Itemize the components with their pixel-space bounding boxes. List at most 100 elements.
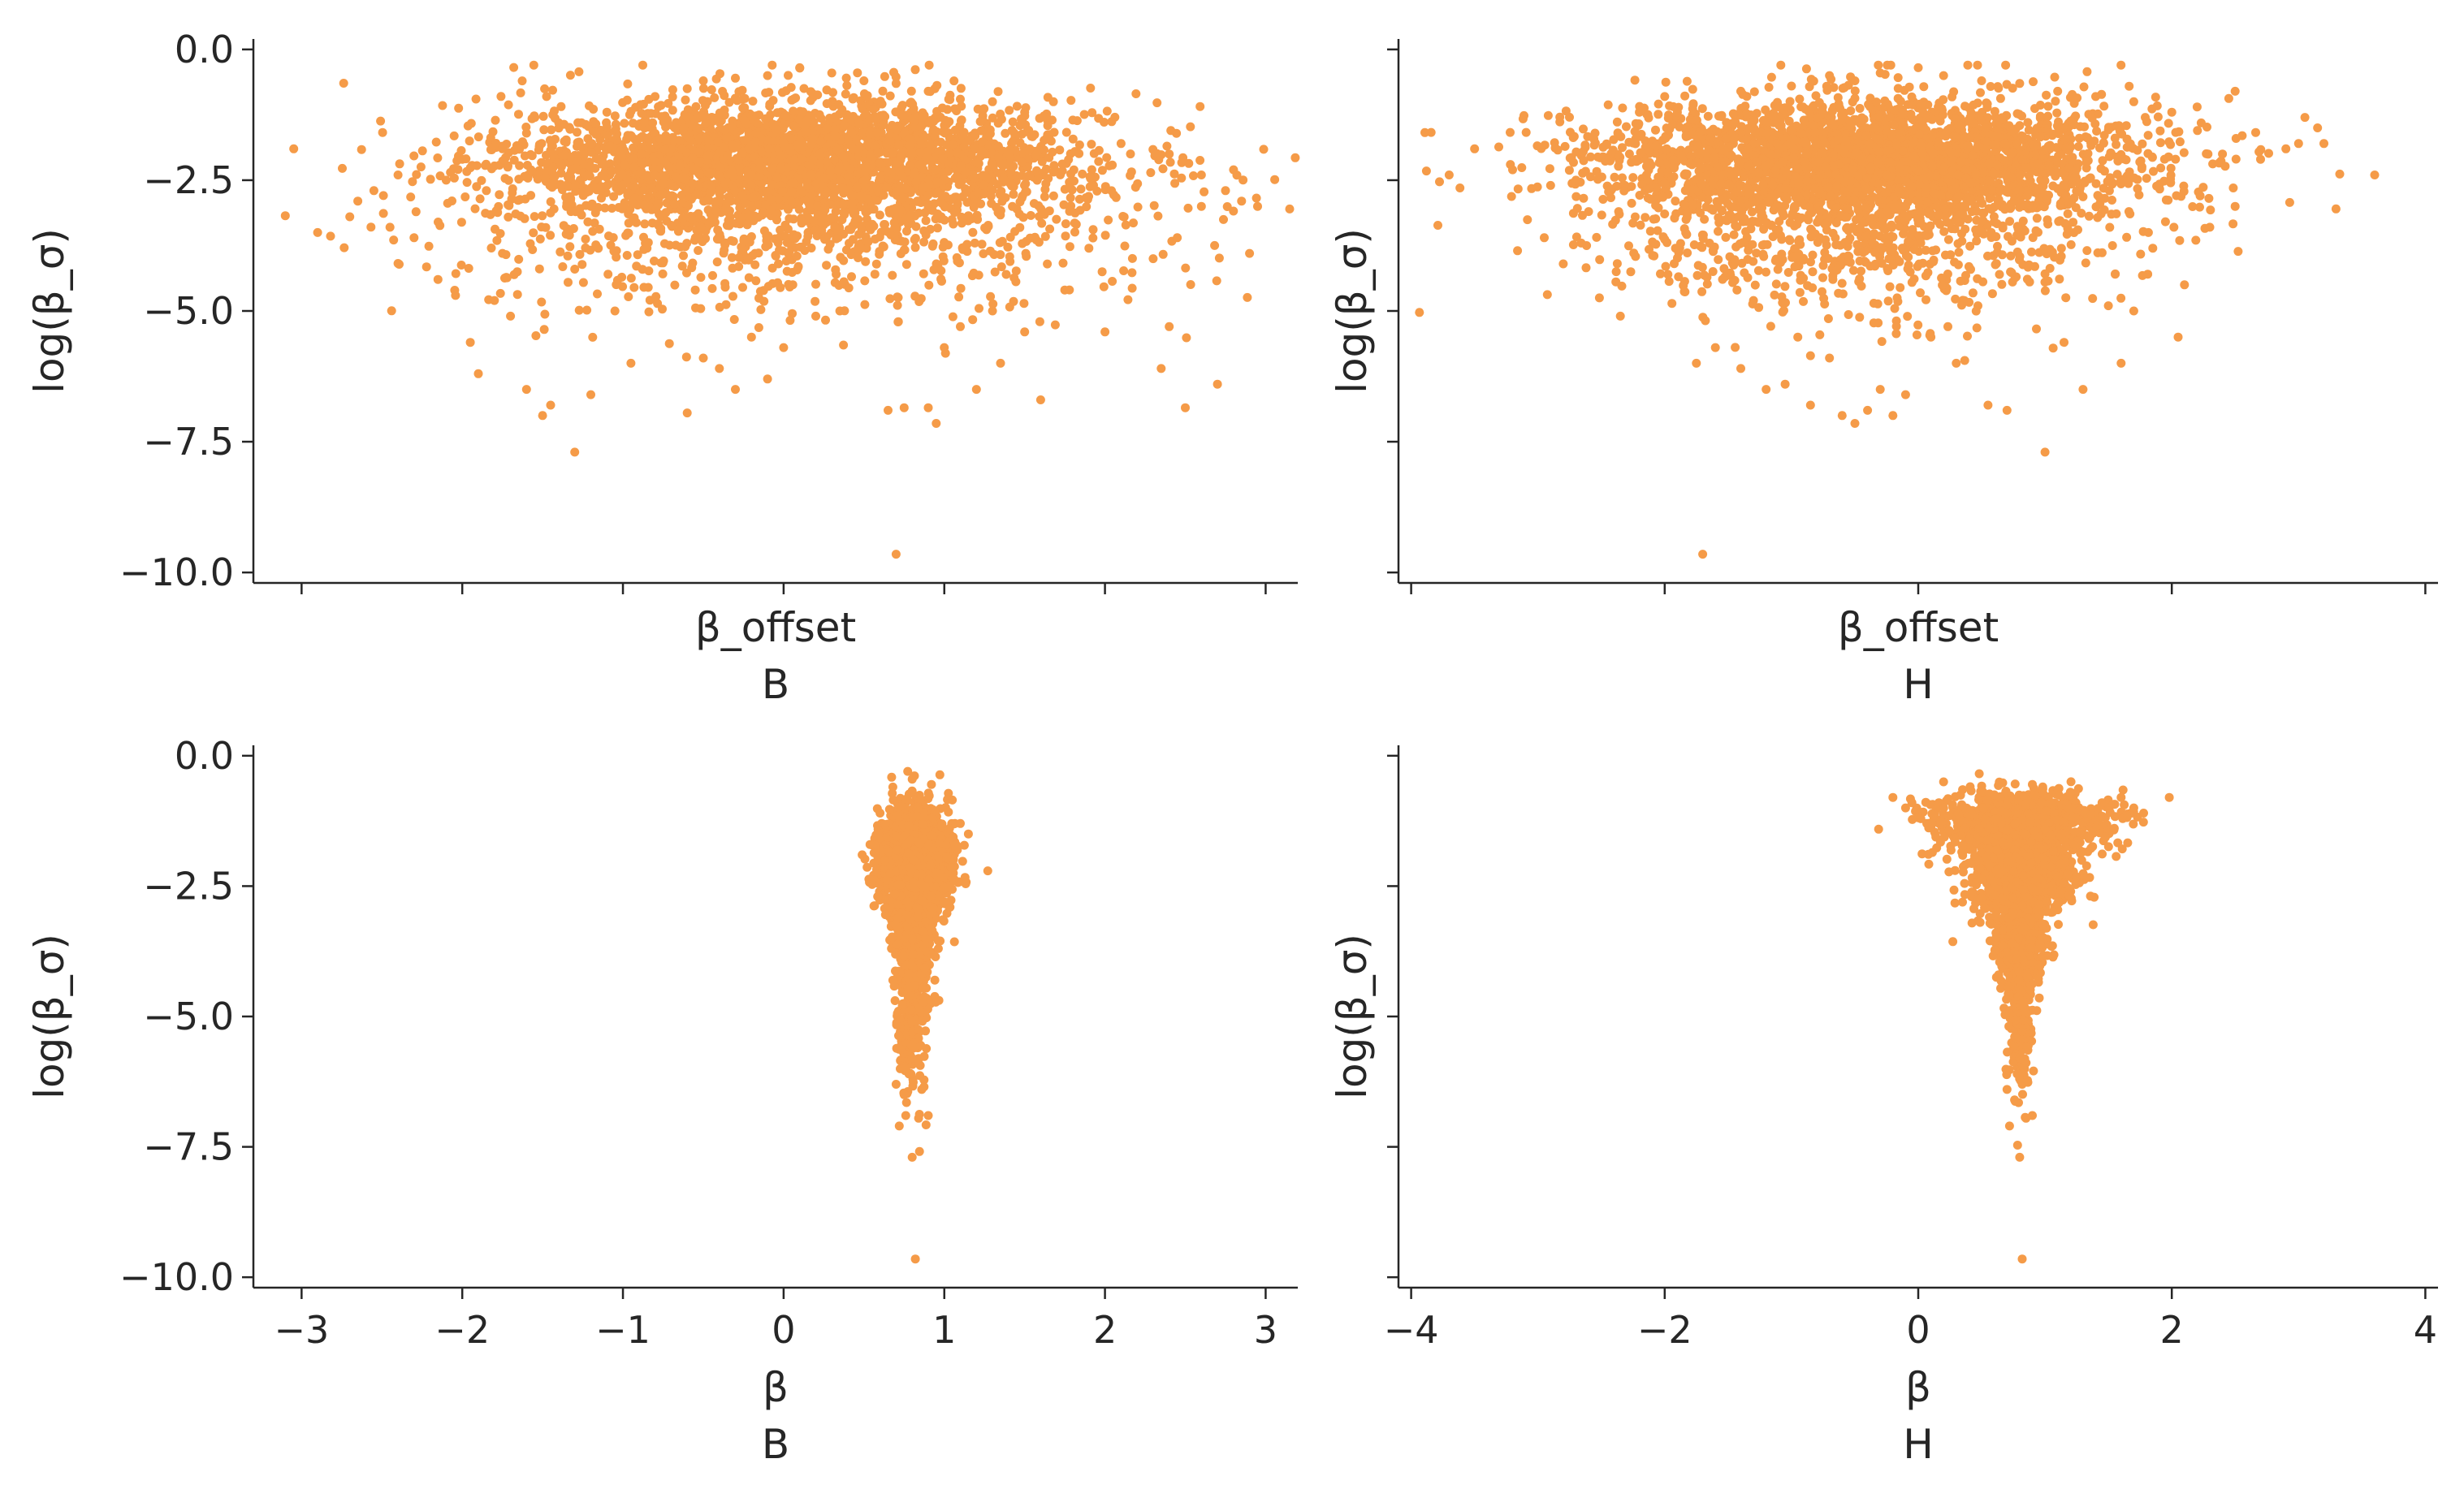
data-point (746, 332, 756, 342)
data-point (1158, 249, 1168, 259)
data-point (473, 132, 483, 142)
data-point (433, 153, 443, 162)
data-point (1004, 160, 1014, 170)
data-point (1059, 200, 1069, 209)
data-point (564, 231, 574, 240)
data-point (830, 222, 840, 232)
data-point (875, 247, 884, 257)
data-point (728, 140, 737, 149)
data-point (776, 151, 786, 161)
data-point (848, 205, 858, 214)
data-point (784, 279, 793, 289)
data-point (698, 84, 708, 93)
data-point (644, 307, 654, 317)
data-point (411, 207, 421, 217)
data-point (891, 79, 901, 88)
data-point (900, 245, 910, 255)
data-point (395, 159, 404, 169)
data-point (977, 240, 987, 249)
data-point (1703, 111, 1713, 121)
data-point (856, 191, 865, 201)
data-point (470, 204, 480, 214)
data-point (988, 97, 997, 106)
data-point (897, 110, 906, 120)
data-point (978, 137, 988, 147)
data-point (703, 150, 713, 160)
data-point (681, 352, 691, 362)
data-point (1165, 158, 1175, 167)
data-point (1121, 220, 1130, 230)
data-point (988, 161, 997, 170)
data-point (604, 231, 613, 241)
data-point (481, 161, 490, 170)
data-point (2204, 193, 2214, 203)
data-point (767, 194, 776, 204)
data-point (737, 191, 747, 201)
data-point (546, 197, 555, 206)
data-point (642, 244, 652, 253)
data-point (822, 261, 832, 270)
data-point (1119, 266, 1129, 275)
data-point (1229, 165, 1238, 175)
data-point (775, 245, 785, 255)
data-point (821, 315, 830, 325)
data-point (617, 152, 627, 162)
data-point (956, 322, 965, 331)
data-point (648, 118, 658, 127)
data-point (973, 158, 983, 167)
data-point (968, 315, 978, 325)
data-point (748, 192, 758, 202)
data-point (581, 119, 590, 129)
data-point (538, 111, 548, 121)
data-point (940, 215, 949, 225)
data-point (834, 281, 844, 290)
data-point (540, 309, 550, 319)
data-point (426, 175, 435, 184)
data-point (660, 145, 670, 154)
data-point (873, 186, 883, 196)
data-point (641, 171, 651, 180)
data-point (885, 208, 894, 218)
data-point (981, 171, 991, 181)
data-point (694, 133, 704, 143)
data-point (1009, 296, 1018, 306)
data-point (1661, 77, 1671, 87)
data-point (1270, 175, 1280, 184)
data-point (2196, 118, 2206, 127)
data-point (624, 292, 633, 301)
data-point (827, 68, 836, 78)
data-point (1025, 144, 1035, 153)
data-point (880, 71, 889, 81)
data-point (1118, 212, 1128, 221)
data-point (1015, 138, 1025, 148)
data-point (727, 166, 737, 175)
data-point (482, 186, 491, 196)
data-point (570, 447, 580, 457)
data-point (734, 155, 743, 165)
data-point (1153, 211, 1163, 221)
data-point (871, 114, 880, 123)
data-point (1021, 188, 1031, 196)
data-point (798, 107, 808, 117)
data-point (2251, 127, 2260, 137)
data-point (378, 127, 387, 137)
data-point (406, 192, 416, 202)
data-point (456, 218, 466, 227)
data-point (582, 305, 592, 315)
data-point (564, 278, 573, 287)
data-point (1855, 104, 1865, 113)
data-point (754, 323, 763, 332)
data-point (754, 157, 764, 166)
data-point (751, 276, 761, 286)
data-point (574, 137, 584, 147)
data-point (1005, 106, 1014, 115)
data-point (816, 136, 825, 146)
data-point (789, 214, 798, 224)
data-point (564, 123, 574, 132)
data-point (1801, 64, 1811, 74)
data-point (712, 257, 722, 267)
data-point (1097, 267, 1107, 277)
data-point (622, 251, 632, 260)
data-point (472, 161, 482, 170)
data-point (1100, 231, 1110, 240)
